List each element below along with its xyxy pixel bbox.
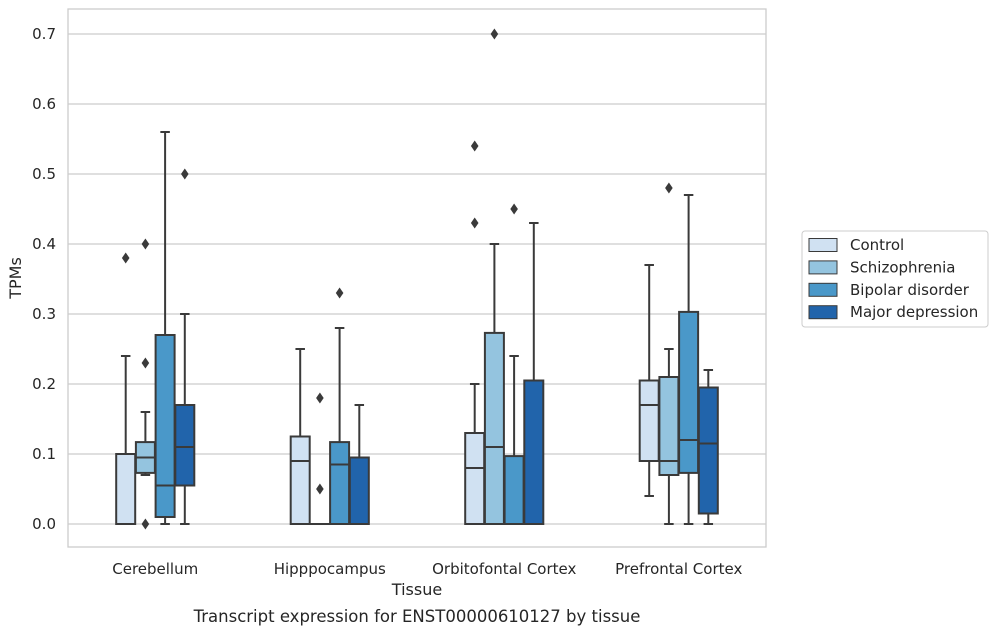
y-tick-label: 0.6 [32, 95, 56, 113]
outlier-point [141, 518, 150, 530]
box-iqr [523, 379, 545, 525]
outlier-point [470, 140, 479, 152]
legend-label: Major depression [850, 303, 978, 321]
legend-swatch [808, 305, 838, 320]
legend-label: Bipolar disorder [850, 281, 970, 299]
box-iqr [115, 453, 137, 525]
chart-caption: Transcript expression for ENST0000061012… [193, 607, 641, 626]
box-iqr [329, 441, 351, 526]
y-tick-label: 0.2 [32, 375, 56, 393]
outlier-point [510, 203, 518, 215]
box-iqr [638, 379, 660, 462]
box-control [464, 140, 486, 525]
y-tick-label: 0.7 [32, 25, 56, 43]
outlier-point [665, 182, 673, 194]
box-schizophrenia [309, 392, 331, 526]
box-plot-series [115, 28, 719, 530]
plot-frame [67, 8, 767, 548]
outlier-point [470, 217, 479, 229]
legend-swatch [808, 282, 838, 297]
y-tick-label: 0.0 [32, 515, 56, 533]
box-control [115, 252, 137, 525]
x-tick-label: Cerebellum [112, 560, 198, 578]
box-control [638, 264, 660, 497]
y-tick-label: 0.5 [32, 165, 56, 183]
box-bipolar-disorder [678, 194, 700, 525]
box-bipolar-disorder [329, 287, 351, 526]
box-iqr [174, 404, 196, 487]
box-iqr [289, 435, 311, 525]
y-tick-labels: 0.0 0.1 0.2 0.3 0.4 0.5 0.6 0.7 [32, 25, 56, 533]
outlier-point [121, 252, 130, 264]
box-major-depression [174, 168, 196, 525]
box-major-depression [697, 369, 719, 525]
box-iqr [678, 310, 700, 474]
outlier-point [490, 28, 499, 40]
outlier-point [181, 168, 189, 180]
outlier-point [316, 483, 324, 495]
x-tick-labels: Cerebellum Hipppocampus Orbitofontal Corte… [112, 560, 742, 578]
box-bipolar-disorder [154, 131, 176, 525]
y-tick-label: 0.1 [32, 445, 56, 463]
box-iqr [348, 456, 370, 525]
legend: Control Schizophrenia Bipolar disorder Majo… [801, 230, 989, 328]
x-tick-label: Prefrontal Cortex [615, 560, 742, 578]
legend-label: Control [850, 236, 904, 254]
box-iqr [503, 455, 525, 526]
box-bipolar-disorder [503, 203, 525, 526]
legend-label: Schizophrenia [850, 258, 955, 276]
legend-swatch [808, 238, 838, 252]
outlier-point [316, 392, 324, 404]
y-tick-label: 0.3 [32, 305, 56, 323]
outlier-point [141, 357, 150, 369]
box-iqr [464, 432, 486, 525]
x-tick-label: Orbitofontal Cortex [432, 560, 576, 578]
x-axis-label: Tissue [391, 580, 442, 599]
x-tick-label: Hipppocampus [274, 560, 386, 578]
outlier-point [141, 238, 150, 250]
box-schizophrenia [658, 182, 680, 525]
box-schizophrenia [483, 28, 505, 525]
legend-swatch [808, 260, 838, 275]
box-iqr [154, 334, 176, 518]
y-tick-label: 0.4 [32, 235, 56, 253]
box-iqr [697, 386, 719, 515]
box-control [289, 348, 311, 525]
box-iqr [483, 331, 505, 525]
outlier-point [335, 287, 344, 299]
box-major-depression [348, 404, 370, 525]
legend-frame [801, 230, 989, 328]
box-major-depression [523, 222, 545, 525]
y-axis-label: TPMs [6, 257, 25, 300]
